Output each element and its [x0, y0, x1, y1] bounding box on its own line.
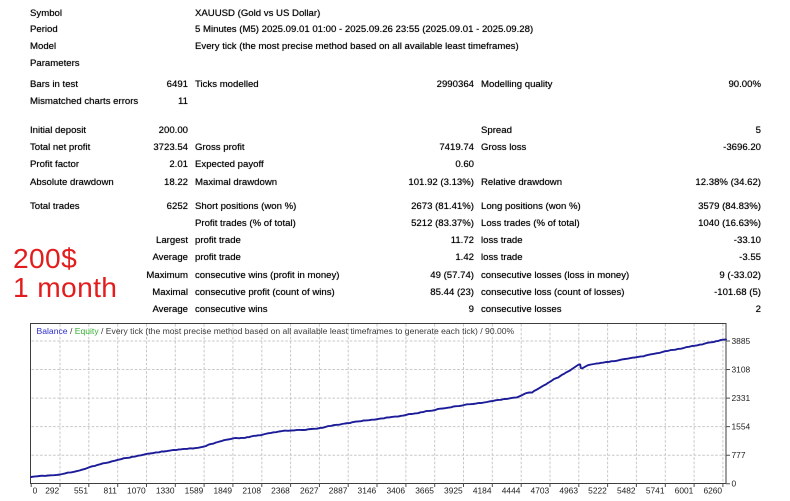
svg-text:1554: 1554	[732, 422, 751, 432]
svg-text:4963: 4963	[559, 485, 578, 495]
svg-text:3146: 3146	[358, 485, 377, 495]
svg-text:3665: 3665	[415, 485, 434, 495]
svg-text:Balance / Equity / Every tick: Balance / Equity / Every tick (the most …	[37, 326, 515, 336]
svg-text:3925: 3925	[444, 485, 463, 495]
svg-text:2887: 2887	[329, 485, 348, 495]
svg-text:2331: 2331	[732, 393, 751, 403]
svg-text:5222: 5222	[588, 485, 607, 495]
svg-text:551: 551	[74, 485, 88, 495]
svg-text:1589: 1589	[185, 485, 204, 495]
svg-text:2108: 2108	[242, 485, 261, 495]
svg-text:6001: 6001	[675, 485, 694, 495]
svg-text:0: 0	[732, 479, 737, 489]
svg-text:811: 811	[104, 485, 118, 495]
svg-text:4444: 4444	[502, 485, 521, 495]
svg-text:4184: 4184	[473, 485, 492, 495]
svg-text:3108: 3108	[732, 365, 751, 375]
svg-text:0: 0	[33, 485, 38, 495]
svg-text:5741: 5741	[646, 485, 665, 495]
svg-text:1849: 1849	[213, 485, 232, 495]
svg-text:4703: 4703	[531, 485, 550, 495]
svg-text:5482: 5482	[617, 485, 636, 495]
svg-text:3885: 3885	[732, 336, 751, 346]
svg-text:3406: 3406	[386, 485, 405, 495]
svg-text:292: 292	[45, 485, 59, 495]
svg-text:6260: 6260	[703, 485, 722, 495]
svg-text:1070: 1070	[127, 485, 146, 495]
svg-text:2627: 2627	[300, 485, 319, 495]
svg-text:1330: 1330	[156, 485, 175, 495]
svg-text:777: 777	[732, 450, 746, 460]
svg-text:2368: 2368	[271, 485, 290, 495]
